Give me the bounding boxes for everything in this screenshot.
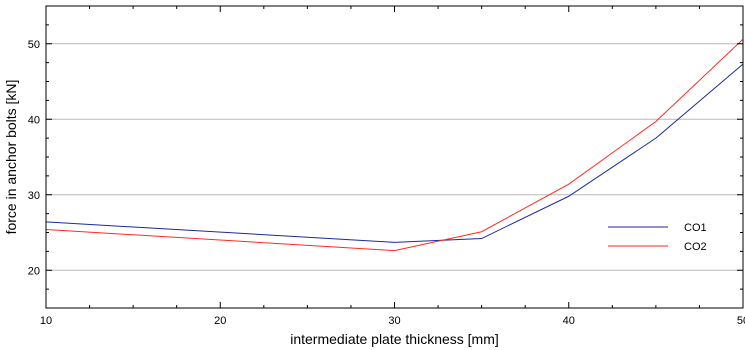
grid-lines: [46, 43, 743, 271]
x-tick-label: 10: [40, 315, 52, 327]
series-lines: [46, 38, 743, 252]
series-line-co1: [46, 63, 743, 243]
axis-ticks: [45, 5, 744, 309]
tick-labels: 10 20 30 40 50 20 30 40 50: [28, 39, 745, 327]
y-axis-label: force in anchor bolts [kN]: [3, 80, 19, 235]
legend-label-co2: CO2: [684, 241, 707, 253]
y-tick-label: 20: [28, 265, 40, 277]
plot-frame: [45, 5, 744, 309]
x-tick-label: 40: [563, 315, 575, 327]
x-axis-label: intermediate plate thickness [mm]: [290, 331, 499, 347]
x-tick-label: 50: [737, 315, 745, 327]
series-line-co2: [46, 38, 743, 252]
x-tick-label: 30: [388, 315, 400, 327]
y-tick-label: 40: [28, 114, 40, 126]
x-tick-label: 20: [214, 315, 226, 327]
y-tick-label: 30: [28, 190, 40, 202]
y-tick-label: 50: [28, 39, 40, 51]
legend: CO1 CO2: [608, 222, 707, 253]
legend-label-co1: CO1: [684, 222, 707, 234]
